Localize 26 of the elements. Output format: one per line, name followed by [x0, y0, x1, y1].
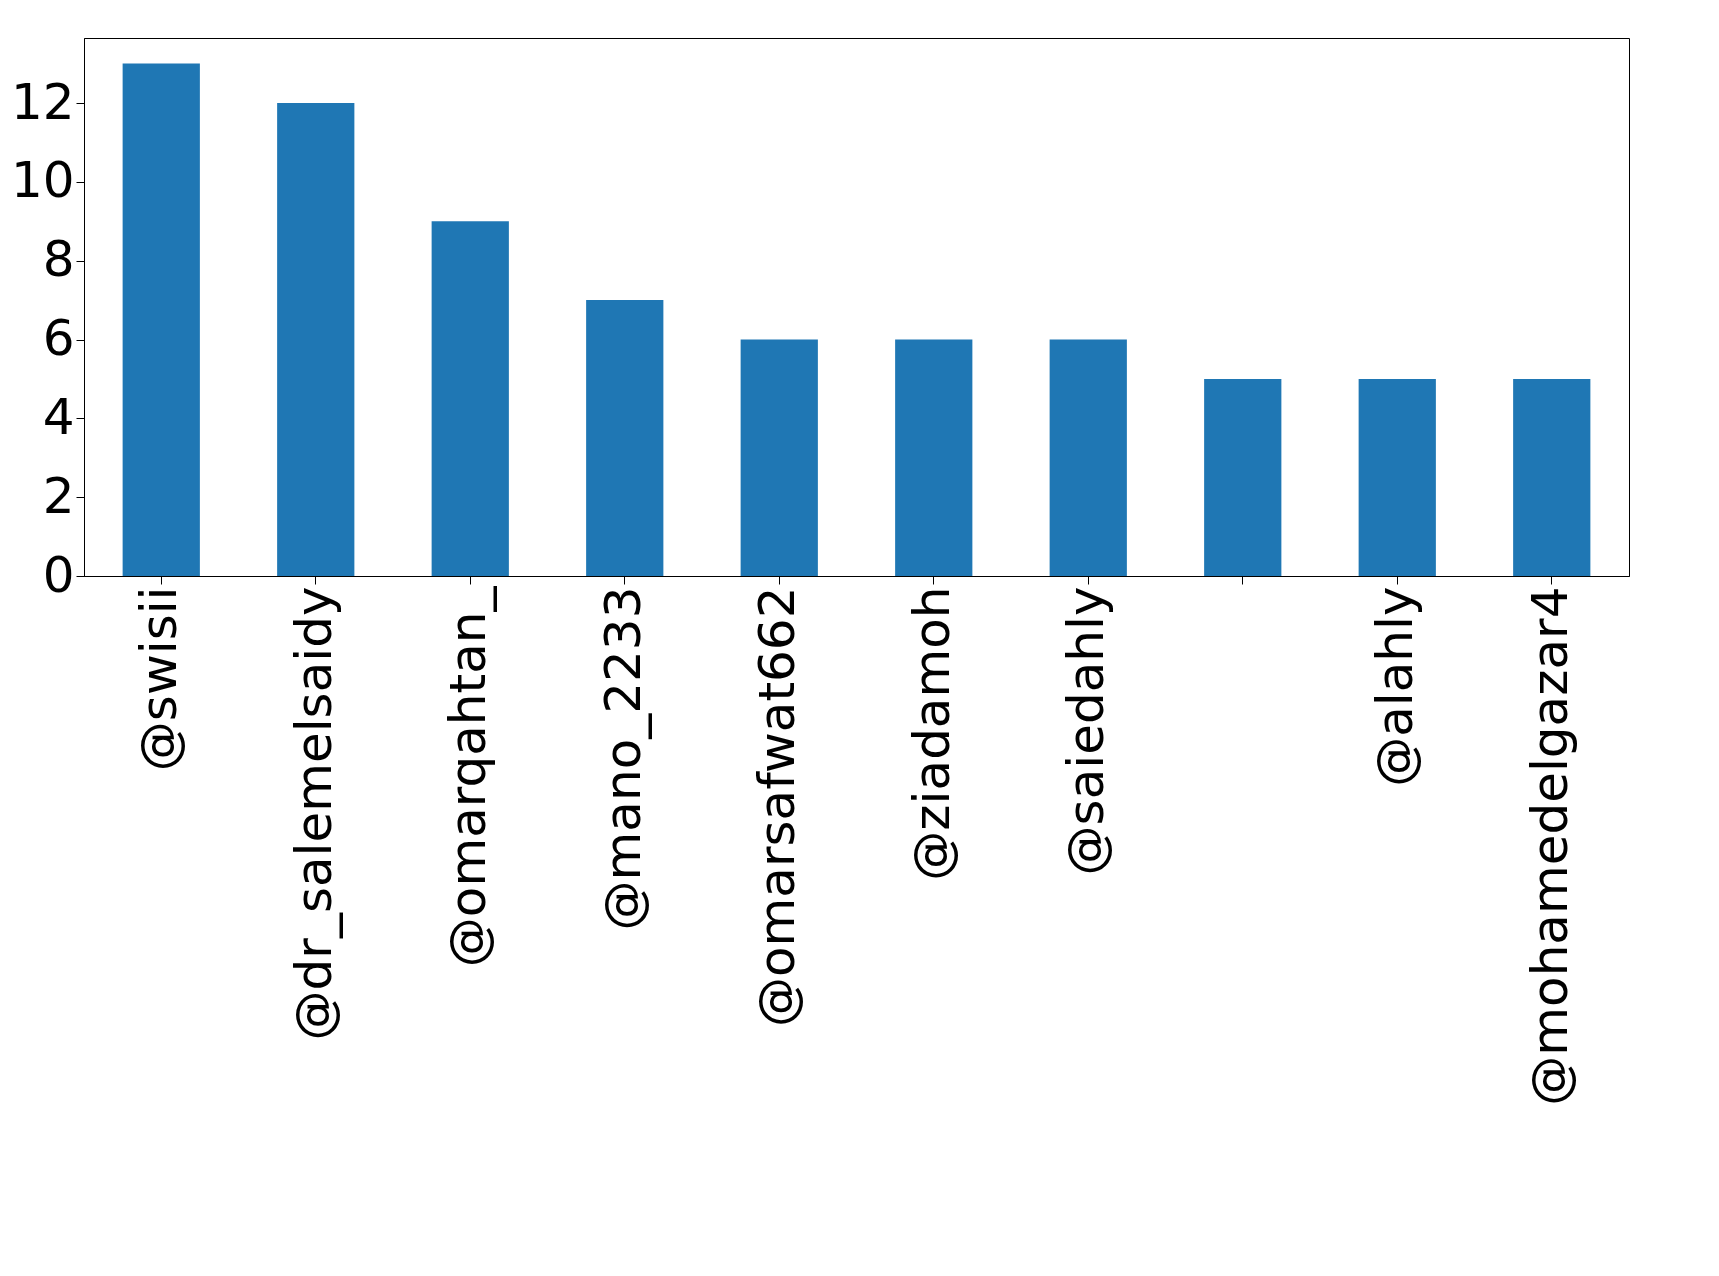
y-tick-label: 2 — [42, 466, 75, 525]
y-tick-label: 6 — [42, 309, 75, 368]
x-tick-label: @swisii — [130, 586, 189, 772]
bar — [1513, 378, 1591, 576]
bar — [1204, 378, 1282, 576]
bar — [895, 339, 973, 576]
y-tick-label: 4 — [42, 387, 75, 446]
x-tick-label: @saiedahly — [1057, 586, 1116, 876]
x-tick-label: @omarsafwat662 — [748, 586, 807, 1027]
bar — [1049, 339, 1127, 576]
bar — [740, 339, 818, 576]
bar — [431, 221, 509, 576]
y-tick-label: 8 — [42, 230, 75, 289]
x-tick-label: @alahly — [1366, 586, 1425, 787]
y-tick-label: 12 — [10, 72, 75, 131]
x-tick-label: @mano_2233 — [593, 586, 652, 931]
x-tick-label: @omarqahtan_ — [439, 585, 498, 968]
y-tick-label: 0 — [42, 545, 75, 604]
bar — [122, 63, 200, 576]
bar — [1358, 378, 1436, 576]
y-tick-label: 10 — [10, 151, 75, 210]
x-tick-label: @dr_salemelsaidy — [284, 586, 343, 1041]
bar — [586, 300, 664, 576]
x-tick-label: @mohamedelgazar4 — [1520, 586, 1579, 1106]
x-tick-label: @ziadamoh — [902, 586, 961, 881]
bar — [277, 103, 355, 576]
